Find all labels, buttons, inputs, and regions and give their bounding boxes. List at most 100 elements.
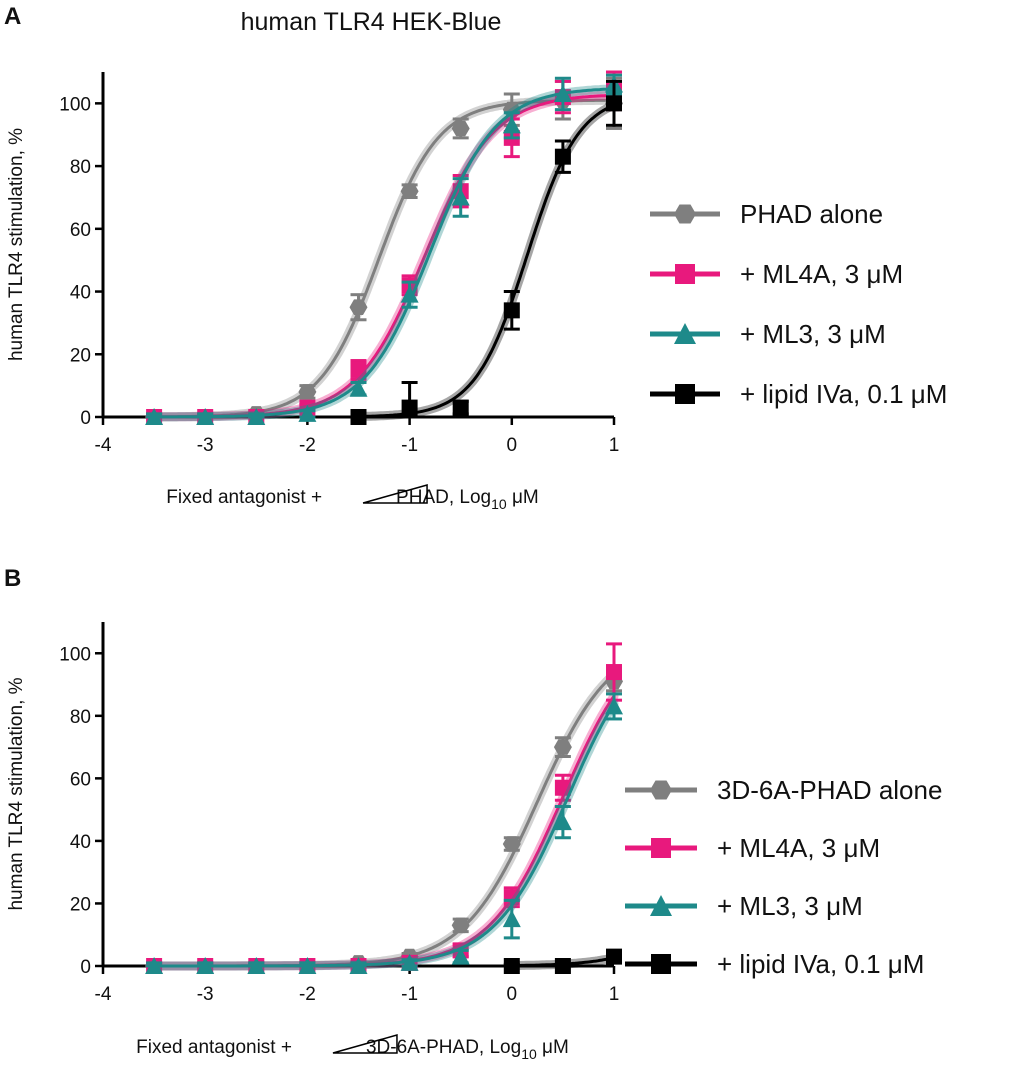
panel-b-y-tick-label: 100 <box>59 644 91 665</box>
panel-a-series-2-point <box>247 408 266 425</box>
panel-b-series-2-point <box>145 957 164 974</box>
panel-a-series-3-point <box>503 302 520 319</box>
panel-b-series-2-point <box>196 957 215 974</box>
panel-a-legend-label: + lipid IVa, 0.1 μM <box>740 379 947 409</box>
panel-a-series-2-fit-curve <box>152 87 616 419</box>
panel-a-series-3-confidence-band <box>354 100 619 421</box>
panel-b-series-1 <box>146 642 622 974</box>
panel-b-x-axis-label: Fixed antagonist +3D-6A-PHAD, Log10 μM <box>136 1037 569 1062</box>
panel-b-series-2-point <box>349 957 368 974</box>
panel-a-letter: A <box>4 3 21 30</box>
panel-a-legend-item: + ML3, 3 μM <box>650 319 886 349</box>
panel-b-y-tick-label: 0 <box>80 957 91 978</box>
panel-a-y-axis-label: human TLR4 stimulation, % <box>6 128 27 361</box>
panel-b-legend-item: + ML4A, 3 μM <box>625 833 880 863</box>
panel-b-series-2-point <box>298 957 317 974</box>
panel-b-y-tick-label: 80 <box>70 707 91 728</box>
panel-a-legend-item: + ML4A, 3 μM <box>650 259 903 289</box>
panel-a-series-3-fit-curve <box>357 103 616 418</box>
panel-a-x-tick-label: -4 <box>95 435 112 456</box>
panel-a-series-2-point <box>451 188 470 206</box>
panel-a-series-2-point <box>400 285 419 303</box>
panel-b-x-tick-label: 0 <box>507 984 518 1005</box>
panel-b-x-tick-label: -3 <box>197 984 214 1005</box>
panel-a-series-0-point <box>349 299 368 315</box>
panel-b-letter: B <box>4 565 21 592</box>
panel-b-series-0-point <box>451 917 470 934</box>
panel-b-legend-item: 3D-6A-PHAD alone <box>625 775 942 805</box>
panel-a-series-0 <box>145 76 623 425</box>
panel-b-series-3-point <box>554 958 571 974</box>
panel-b-series-1-point <box>606 664 622 681</box>
panel-a-y-tick-label: 0 <box>80 408 91 429</box>
panel-b-series-3-point <box>606 948 622 965</box>
panel-b-x-tick-label: -4 <box>95 984 112 1005</box>
panel-a-series-3-point <box>554 148 571 165</box>
panel-a-series-0-point <box>298 384 317 400</box>
panel-a-x-tick-label: -1 <box>401 435 418 456</box>
panel-a-x-tick-label: -2 <box>299 435 316 456</box>
panel-a-series-1-point <box>350 361 367 378</box>
panel-a-series-0-point <box>451 120 470 137</box>
panel-b-legend-label: + lipid IVa, 0.1 μM <box>717 949 924 979</box>
panel-b-series-0-point <box>553 739 572 755</box>
panel-b-x-tick-label: 1 <box>609 984 620 1005</box>
panel-a-legend-marker <box>675 264 695 284</box>
panel-a-legend-item: + lipid IVa, 0.1 μM <box>650 379 947 409</box>
panel-b-series-2-fit-curve <box>152 702 616 968</box>
panel-a-x-tick-label: 0 <box>507 435 518 456</box>
panel-b-y-tick-label: 40 <box>70 832 91 853</box>
panel-b-series-2 <box>145 692 623 974</box>
panel-b-series-0-confidence-band <box>149 669 619 971</box>
panel-a-x-tick-label: -3 <box>197 435 214 456</box>
panel-b-plot: 0 20 40 60 80 100 -4 -3 -2 -1 0 1 human TLR4 stimula… <box>6 622 942 1062</box>
panel-b-legend-marker <box>650 780 672 800</box>
panel-a-series-3-point <box>606 95 622 112</box>
panel-b-legend-marker <box>650 895 672 916</box>
panel-a-series-2-point <box>196 408 215 425</box>
panel-b-legend-item: + ML3, 3 μM <box>625 891 863 921</box>
panel-a-series-3-point <box>350 409 367 425</box>
panel-a-legend-item: PHAD alone <box>650 199 883 229</box>
panel-b-concentration-wedge-icon <box>332 1034 398 1054</box>
panel-a-legend-label: + ML4A, 3 μM <box>740 259 903 289</box>
panel-b-series-1-point <box>554 779 571 796</box>
panel-a-y-tick-label: 40 <box>70 283 91 304</box>
panel-a-series-2-point <box>145 408 164 425</box>
panel-a-series-0-fit-curve <box>152 98 616 419</box>
panel-b-legend-marker <box>651 954 671 974</box>
panel-b-series-0-point <box>502 836 521 852</box>
panel-b-x-tick-label: -1 <box>401 984 418 1005</box>
panel-b-y-tick-label: 60 <box>70 769 91 790</box>
panel-a-series-2-point <box>349 379 368 397</box>
panel-b-series-2-point <box>451 947 470 965</box>
panel-a-series-2-point <box>298 404 317 422</box>
panel-b-series-2-point <box>400 953 419 971</box>
panel-a-series-0-confidence-band <box>149 95 619 422</box>
panel-a-y-tick-label: 80 <box>70 157 91 178</box>
panel-b-y-tick-label: 20 <box>70 894 91 915</box>
panel-b-series-2-point <box>247 957 266 974</box>
panel-b-series-2-point <box>605 697 623 715</box>
panel-b-legend-label: + ML4A, 3 μM <box>717 833 880 863</box>
panel-b-series-3 <box>503 948 622 974</box>
panel-a-legend-marker <box>674 204 696 224</box>
panel-a-series-2 <box>145 73 623 425</box>
panel-b-y-axis-label: human TLR4 stimulation, % <box>6 677 27 910</box>
panel-a-series-2-point <box>553 84 572 102</box>
panel-a-legend-label: PHAD alone <box>740 199 883 229</box>
panel-b-series-3-point <box>503 958 520 974</box>
panel-a-series-3 <box>350 79 622 425</box>
panel-a-legend-label: + ML3, 3 μM <box>740 319 886 349</box>
panel-a-series-3-point <box>452 399 469 416</box>
panel-a-series-2-point <box>502 116 521 134</box>
panel-b-series-2-point <box>553 813 572 831</box>
panel-a-legend-marker <box>674 323 696 344</box>
panel-b-legend-label: 3D-6A-PHAD alone <box>717 775 942 805</box>
panel-a-y-tick-label: 100 <box>59 94 91 115</box>
panel-a-y-tick-label: 60 <box>70 220 91 241</box>
panel-b-series-1-confidence-band <box>149 691 619 971</box>
panel-a-legend-marker <box>675 384 695 404</box>
panel-a-concentration-wedge-icon <box>362 484 428 504</box>
